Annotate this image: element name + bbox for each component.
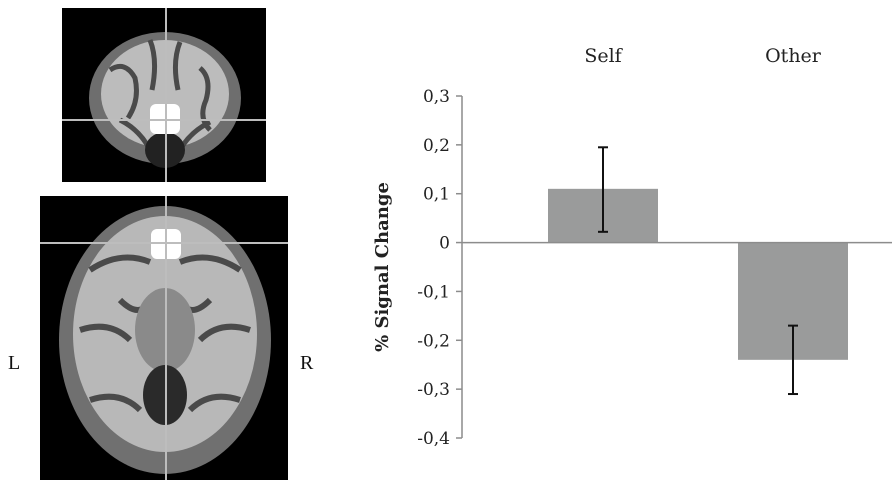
y-tick-label: 0 [439,234,450,254]
y-tick-label: -0,1 [417,282,450,302]
error-bar-other [788,324,798,396]
signal-change-bar-chart: 0,3 0,2 0,1 0 -0,1 -0,2 -0,3 -0,4 Self Other % S… [372,45,892,449]
right-hemisphere-label: R [300,352,314,374]
category-labels: Self Other [584,45,821,67]
error-bar-self [598,146,608,233]
coronal-slice-image [62,8,266,182]
y-tick-label: 0,2 [423,136,450,156]
y-tick-label: -0,4 [417,429,450,449]
error-bars [598,146,798,396]
bars [548,188,848,360]
y-tick-label: 0,1 [423,185,450,205]
y-tick-label: -0,2 [417,331,450,351]
y-tick-labels: 0,3 0,2 0,1 0 -0,1 -0,2 -0,3 -0,4 [417,87,462,449]
category-label-self: Self [584,45,623,67]
brain-slices-panel: L R [0,0,330,484]
y-axis-title: % Signal Change [372,182,393,352]
category-label-other: Other [765,45,822,67]
axial-slice-image [40,196,288,480]
y-tick-label: -0,3 [417,380,450,400]
left-hemisphere-label: L [8,352,21,374]
y-tick-label: 0,3 [423,87,450,107]
